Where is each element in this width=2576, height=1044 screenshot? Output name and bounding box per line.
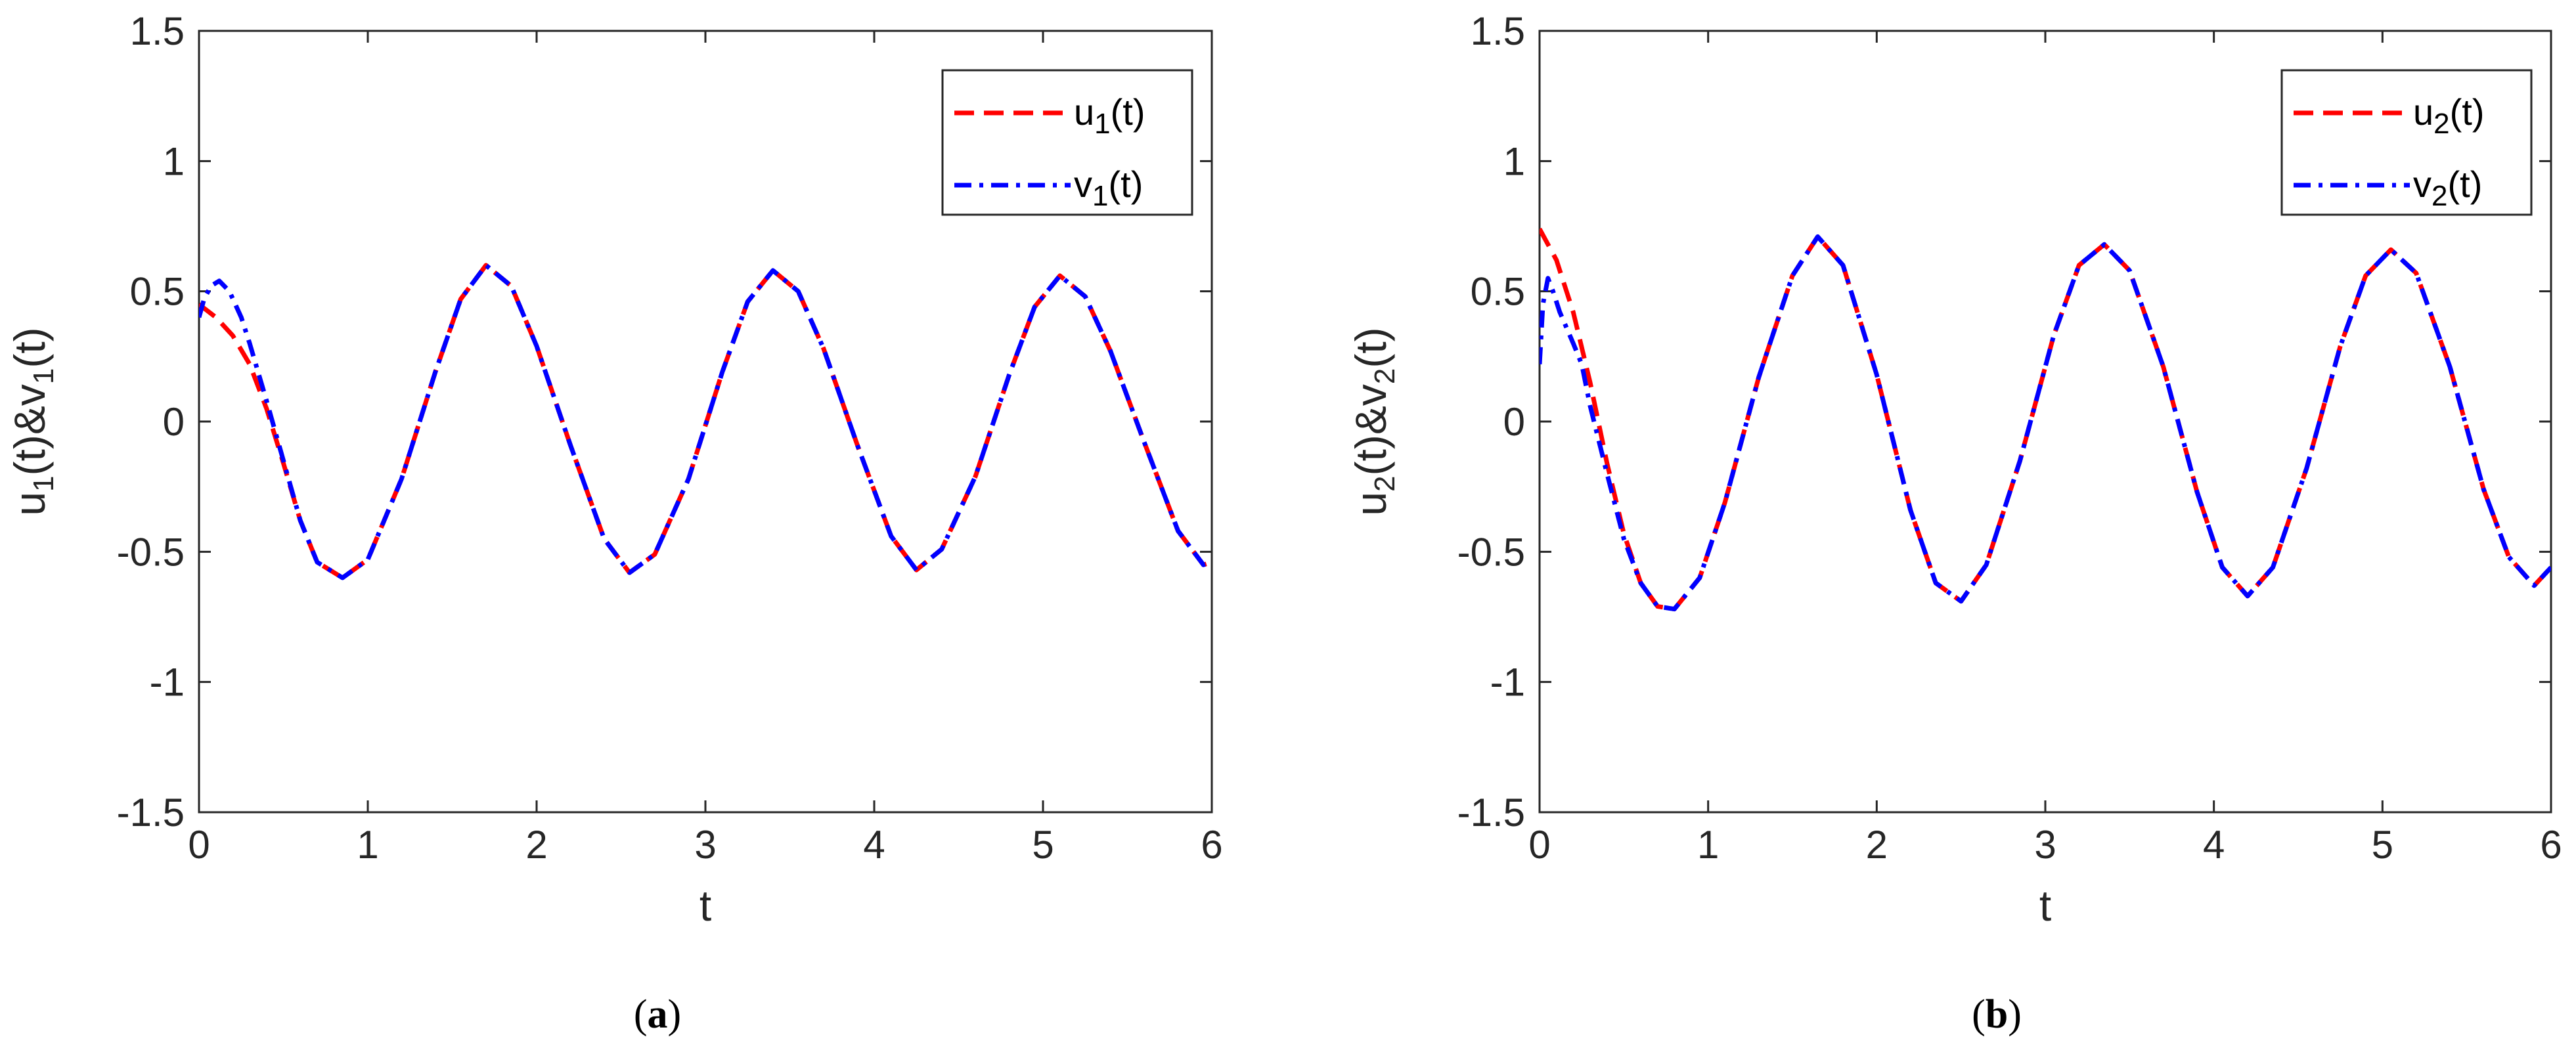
y-axis-label-part: u [5, 492, 54, 516]
y-tick-label: -1.5 [117, 791, 185, 835]
legend-label: v2(t) [2413, 163, 2482, 212]
y-tick-label: -0.5 [1457, 530, 1525, 574]
x-tick-label: 0 [1528, 823, 1550, 867]
series-line-v1t [199, 263, 1212, 580]
x-tick-label: 6 [2540, 823, 2562, 867]
y-tick-label: 0 [163, 400, 185, 444]
y-axis-label-part: 2 [1369, 475, 1401, 491]
panel-caption: (a) [634, 992, 681, 1037]
y-axis-label-part: (t)&v [1346, 384, 1395, 475]
x-tick-label: 5 [2372, 823, 2393, 867]
legend-label-sub: 1 [1094, 108, 1110, 140]
series-line-v2t [1540, 234, 2551, 612]
legend-label-sub: 2 [2432, 180, 2447, 212]
legend: u2(t)v2(t) [2280, 69, 2533, 216]
x-tick-label: 4 [863, 823, 885, 867]
series-line-u2t [1540, 227, 2551, 612]
legend-box [2280, 69, 2533, 216]
y-tick-label: -1.5 [1457, 791, 1525, 835]
y-axis-label-part: (t)&v [5, 384, 54, 475]
legend-box [941, 69, 1193, 216]
x-tick-label: 2 [525, 823, 547, 867]
chart-panel-b: 0 1 2 3 4 5 6-1.5-1-0.500.511.5tu2(t)&v2(t)u2(… [1346, 9, 2562, 1037]
y-tick-label: -0.5 [117, 530, 185, 574]
legend-label: u2(t) [2413, 91, 2485, 140]
x-tick-label: 2 [1866, 823, 1888, 867]
x-axis-label: t [2039, 881, 2051, 930]
y-tick-label: -1 [1490, 661, 1525, 705]
legend-label-suffix: (t) [1108, 163, 1143, 205]
caption-letter: a [648, 992, 668, 1037]
y-tick-label: 1 [1503, 139, 1525, 183]
x-tick-label: 3 [2034, 823, 2056, 867]
x-tick-label: 0 [188, 823, 210, 867]
y-axis-label-part: 1 [28, 368, 60, 384]
x-axis-label: t [700, 881, 711, 930]
legend-label-base: v [2413, 163, 2432, 205]
y-tick-label: 0 [1503, 400, 1525, 444]
caption-close: ) [2008, 992, 2022, 1037]
legend-label: v1(t) [1074, 163, 1143, 212]
x-tick-label: 1 [357, 823, 378, 867]
panel-caption: (b) [1972, 992, 2022, 1037]
x-tick-label: 1 [1697, 823, 1719, 867]
legend-label-suffix: (t) [2447, 163, 2482, 205]
y-tick-label: 1 [163, 139, 185, 183]
y-tick-label: 1.5 [1471, 9, 1525, 53]
x-tick-label: 6 [1201, 823, 1222, 867]
legend-label-base: v [1074, 163, 1092, 205]
y-axis-label-part: u [1346, 492, 1395, 516]
y-tick-label: -1 [150, 661, 185, 705]
legend-label-base: u [2413, 91, 2433, 133]
x-tick-label: 5 [1032, 823, 1054, 867]
y-tick-label: 1.5 [130, 9, 185, 53]
x-tick-label: 4 [2203, 823, 2225, 867]
x-tick-label: 3 [694, 823, 716, 867]
y-axis-label: u1(t)&v1(t) [5, 327, 60, 515]
legend: u1(t)v1(t) [941, 69, 1193, 216]
y-axis-label: u2(t)&v2(t) [1346, 327, 1401, 515]
y-axis-label-part: (t) [5, 327, 54, 368]
caption-open: ( [1972, 992, 1986, 1037]
legend-label-suffix: (t) [2450, 91, 2485, 133]
legend-label-sub: 2 [2433, 108, 2449, 140]
caption-close: ) [668, 992, 682, 1037]
legend-label-sub: 1 [1092, 180, 1108, 212]
y-tick-label: 0.5 [1471, 270, 1525, 314]
caption-letter: b [1986, 992, 2008, 1037]
chart-panel-a: 0 1 2 3 4 5 6-1.5-1-0.500.511.5tu1(t)&v1(t)u1(… [5, 9, 1223, 1037]
legend-label-base: u [1074, 91, 1094, 133]
legend-label-suffix: (t) [1111, 91, 1145, 133]
y-axis-label-part: 2 [1369, 368, 1401, 384]
legend-label: u1(t) [1074, 91, 1145, 140]
y-axis-label-part: 1 [28, 475, 60, 491]
y-tick-label: 0.5 [130, 270, 185, 314]
y-axis-label-part: (t) [1346, 327, 1395, 368]
caption-open: ( [634, 992, 648, 1037]
